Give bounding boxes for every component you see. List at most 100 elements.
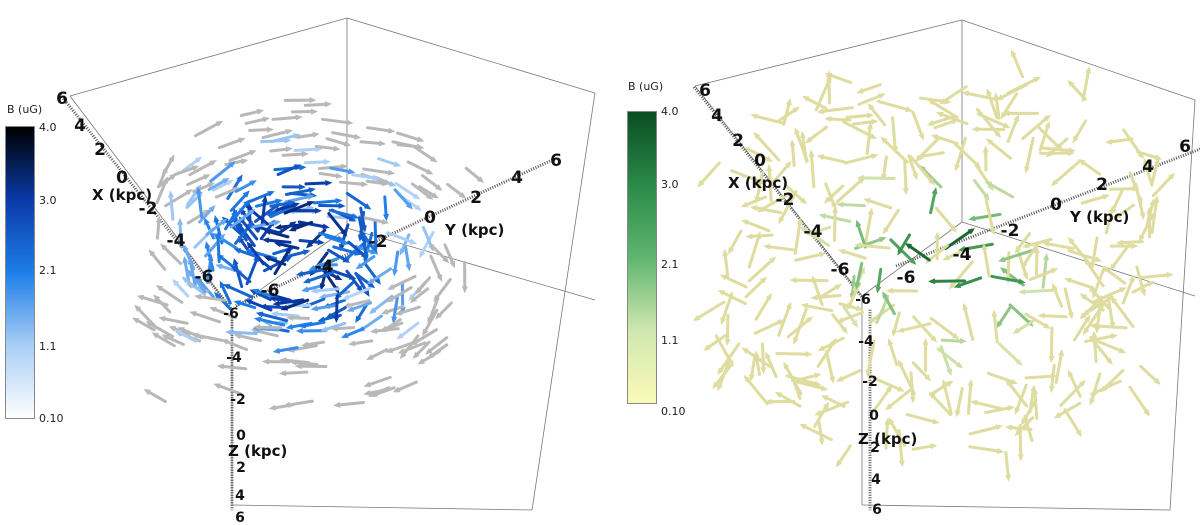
field-vector-arrow <box>1138 213 1155 243</box>
field-vector-arrow <box>320 321 347 332</box>
field-vector-arrow <box>747 231 762 269</box>
field-vector-arrow <box>134 304 156 328</box>
field-vector-arrow <box>976 112 1011 129</box>
field-vector-arrow <box>248 126 274 133</box>
field-vector-arrow <box>926 115 955 126</box>
field-vector-arrow <box>753 350 761 376</box>
field-vector-arrow <box>856 83 882 94</box>
field-vector-arrow <box>386 286 413 303</box>
field-vector-arrow <box>308 256 340 271</box>
field-vector-arrow <box>282 249 311 259</box>
field-vector-arrow <box>765 351 778 379</box>
field-vector-arrow <box>383 195 390 222</box>
field-vector-arrow <box>851 118 879 126</box>
field-vector-arrow <box>697 161 721 188</box>
field-vector-arrow <box>417 185 439 199</box>
field-vector-arrow <box>244 299 273 312</box>
field-vector-arrow <box>824 349 835 384</box>
right-colorbar-tick: 2.1 <box>661 258 679 271</box>
x-axis-tick-label: 4 <box>74 116 86 136</box>
field-vector-arrow <box>897 359 916 396</box>
field-vector-arrow <box>283 399 314 408</box>
field-vector-arrow <box>911 361 932 382</box>
field-vector-arrow <box>794 251 827 262</box>
field-vector-arrow <box>247 191 275 204</box>
field-vector-arrow <box>1021 237 1053 249</box>
field-vector-arrow <box>981 242 991 278</box>
field-vector-arrow <box>433 277 452 303</box>
field-vector-arrow <box>876 99 914 113</box>
field-vector-arrow <box>255 311 289 323</box>
field-vector-arrow <box>789 277 829 284</box>
bounding-box-edge <box>1169 99 1196 511</box>
right-colorbar-title: B (uG) <box>628 80 664 93</box>
field-vector-arrow <box>435 301 453 320</box>
field-vector-arrow <box>1039 150 1075 157</box>
z-axis-tick-label: -2 <box>862 374 878 390</box>
field-vector-arrow <box>748 353 757 382</box>
field-vector-arrow <box>1089 336 1113 365</box>
field-vector-arrow <box>928 278 967 285</box>
field-vector-arrow <box>155 285 184 304</box>
left-colorbar-tick: 4.0 <box>39 121 57 134</box>
field-vector-arrow <box>387 274 417 290</box>
z-axis-tick-label: 6 <box>872 502 882 518</box>
field-vector-arrow <box>213 291 232 311</box>
field-vector-arrow <box>207 177 230 192</box>
field-vector-arrow <box>885 287 919 294</box>
field-vector-arrow <box>936 347 964 369</box>
field-vector-arrow <box>1101 265 1127 285</box>
field-vector-arrow <box>855 219 867 249</box>
field-vector-arrow <box>301 284 325 293</box>
field-vector-arrow <box>261 237 292 244</box>
right-colorbar-tick: 3.0 <box>661 178 679 191</box>
field-vector-arrow <box>1080 194 1110 205</box>
field-vector-arrow <box>1113 203 1136 220</box>
field-vector-arrow <box>902 158 909 196</box>
field-vector-arrow <box>961 90 998 101</box>
field-vector-arrow <box>239 108 265 118</box>
field-vector-arrow <box>161 334 185 346</box>
bounding-box-edge <box>346 227 596 301</box>
field-vector-arrow <box>1004 424 1033 432</box>
field-vector-arrow <box>813 401 830 428</box>
field-vector-arrow <box>174 329 198 343</box>
field-vector-arrow <box>318 231 345 242</box>
field-vector-arrow <box>744 276 768 299</box>
field-vector-arrow <box>911 443 938 451</box>
field-vector-arrow <box>204 233 226 258</box>
field-vector-arrow <box>968 212 1002 222</box>
field-vector-arrow <box>320 117 354 126</box>
z-axis-tick-label: -2 <box>230 392 246 408</box>
field-vector-arrow <box>793 307 808 345</box>
field-vector-arrow <box>338 180 369 188</box>
field-vector-arrow <box>1082 303 1105 336</box>
field-vector-arrow <box>854 242 891 250</box>
field-vector-arrow <box>887 338 899 366</box>
field-vector-arrow <box>283 201 315 215</box>
field-vector-arrow <box>213 383 242 396</box>
field-vector-arrow <box>720 274 748 289</box>
field-vector-arrow <box>328 208 359 219</box>
field-vector-arrow <box>843 153 879 165</box>
field-vector-arrow <box>775 351 813 358</box>
field-vector-arrow <box>802 95 828 110</box>
field-vector-arrow <box>355 254 376 270</box>
field-vector-arrow <box>914 136 941 163</box>
x-axis-tick-label: 0 <box>116 168 128 188</box>
bounding-box-edge <box>961 19 1196 101</box>
field-vector-arrow <box>396 321 420 340</box>
field-vector-arrow <box>774 391 802 408</box>
y-axis-tick-label: -4 <box>315 257 334 277</box>
field-vector-arrow <box>1143 157 1154 187</box>
field-vector-arrow <box>191 332 224 342</box>
field-vector-arrow <box>446 182 467 199</box>
field-vector-arrow <box>331 131 362 140</box>
field-vector-arrow <box>365 179 390 187</box>
field-vector-arrow <box>362 167 396 176</box>
field-vector-arrow <box>298 239 325 246</box>
field-vector-arrow <box>953 276 983 288</box>
field-vector-arrow <box>281 183 307 190</box>
field-vector-arrow <box>703 333 728 351</box>
